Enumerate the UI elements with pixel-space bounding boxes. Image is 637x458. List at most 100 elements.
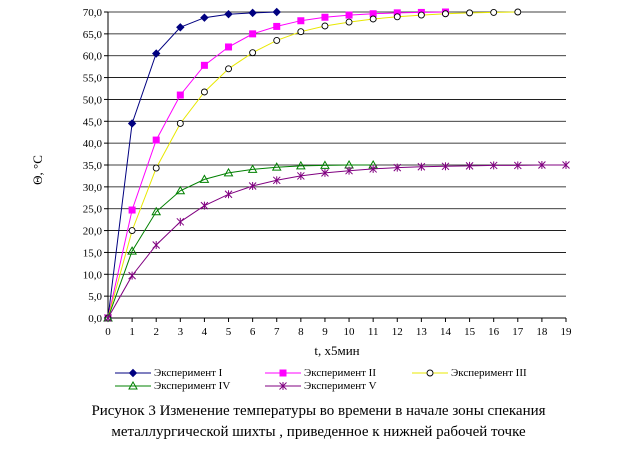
data-point bbox=[465, 161, 474, 170]
legend-marker bbox=[426, 369, 434, 376]
data-point bbox=[200, 13, 209, 22]
x-tick-label: 1 bbox=[129, 326, 135, 338]
x-tick-label: 10 bbox=[344, 326, 356, 338]
y-tick-label: 20,0 bbox=[83, 226, 103, 238]
data-point bbox=[417, 162, 426, 171]
legend-label: Эксперимент I bbox=[154, 366, 223, 379]
legend-item: Эксперимент III bbox=[412, 366, 527, 379]
x-tick-label: 0 bbox=[105, 326, 111, 338]
data-point bbox=[248, 8, 257, 18]
data-point bbox=[152, 164, 160, 172]
legend-marker bbox=[279, 381, 287, 390]
x-tick-label: 14 bbox=[440, 326, 452, 338]
x-tick-label: 16 bbox=[488, 326, 500, 338]
data-point bbox=[442, 10, 449, 18]
data-point bbox=[128, 206, 136, 214]
x-axis-label: t, x5мин bbox=[314, 343, 359, 358]
data-point bbox=[248, 181, 257, 190]
legend-item: Эксперимент V bbox=[265, 379, 377, 392]
x-tick-label: 19 bbox=[561, 326, 573, 338]
data-point bbox=[369, 164, 378, 173]
data-point bbox=[321, 13, 329, 21]
x-tick-label: 9 bbox=[322, 326, 328, 338]
y-tick-label: 45,0 bbox=[83, 116, 103, 128]
data-point bbox=[104, 314, 112, 322]
x-tick-label: 8 bbox=[298, 326, 304, 338]
y-tick-label: 50,0 bbox=[83, 94, 103, 106]
legend-label: Эксперимент IV bbox=[154, 379, 231, 392]
caption-line-1: Рисунок 3 Изменение температуры во време… bbox=[91, 403, 546, 419]
y-tick-label: 10,0 bbox=[83, 269, 103, 281]
y-tick-label: 55,0 bbox=[83, 73, 103, 85]
y-tick-label: 5,0 bbox=[88, 291, 102, 303]
x-tick-label: 6 bbox=[250, 326, 256, 338]
data-point bbox=[271, 162, 282, 171]
series-1 bbox=[103, 7, 281, 323]
legend-swatch bbox=[412, 369, 448, 376]
data-point bbox=[272, 176, 281, 185]
data-point bbox=[176, 120, 184, 127]
x-tick-label: 17 bbox=[512, 326, 524, 338]
data-point bbox=[223, 167, 234, 177]
data-point bbox=[345, 11, 353, 19]
legend-marker bbox=[128, 380, 138, 389]
legend-swatch bbox=[265, 369, 301, 376]
data-point bbox=[127, 246, 137, 255]
data-point bbox=[562, 161, 570, 169]
data-point bbox=[273, 36, 281, 44]
y-tick-label: 25,0 bbox=[83, 204, 103, 216]
data-point bbox=[247, 164, 258, 173]
caption-line-2: металлургической шихты , приведенное к н… bbox=[111, 424, 526, 440]
y-tick-label: 35,0 bbox=[83, 160, 103, 172]
temperature-chart: 0,05,010,015,020,025,030,035,040,045,050… bbox=[30, 7, 573, 358]
legend-swatch bbox=[115, 380, 151, 389]
legend-marker bbox=[279, 369, 287, 376]
data-point bbox=[441, 162, 450, 171]
data-point bbox=[417, 11, 425, 19]
data-point bbox=[152, 136, 160, 144]
x-tick-label: 7 bbox=[274, 326, 280, 338]
data-point bbox=[127, 119, 137, 128]
data-point bbox=[128, 227, 136, 235]
data-point bbox=[224, 9, 233, 19]
data-point bbox=[225, 65, 232, 73]
data-point bbox=[152, 240, 161, 249]
data-point bbox=[393, 13, 401, 21]
data-point bbox=[249, 30, 257, 38]
legend: Эксперимент I Эксперимент II Эксперимент I… bbox=[115, 366, 555, 394]
x-tick-label: 15 bbox=[464, 326, 476, 338]
data-point bbox=[345, 166, 353, 175]
data-point bbox=[224, 190, 233, 199]
data-point bbox=[490, 8, 498, 16]
x-tick-label: 2 bbox=[153, 326, 159, 338]
data-point bbox=[393, 163, 402, 172]
data-point bbox=[152, 49, 161, 58]
legend-label: Эксперимент III bbox=[451, 366, 527, 379]
series-line bbox=[107, 11, 277, 319]
x-tick-label: 5 bbox=[226, 326, 232, 338]
x-tick-label: 11 bbox=[368, 326, 379, 338]
data-point bbox=[320, 160, 330, 169]
data-point bbox=[249, 49, 257, 57]
legend-swatch bbox=[115, 368, 151, 377]
data-point bbox=[513, 161, 522, 170]
series-5 bbox=[104, 161, 570, 322]
data-point bbox=[272, 7, 281, 17]
data-point bbox=[369, 15, 377, 23]
data-point bbox=[345, 18, 353, 26]
legend-item: Эксперимент IV bbox=[115, 379, 230, 392]
data-point bbox=[321, 168, 329, 177]
x-tick-label: 18 bbox=[536, 326, 548, 338]
y-tick-labels: 0,0 5,0 10,0 15,0 20,0 25,0 30,0 35,0 40,0 45,0 50… bbox=[83, 7, 103, 325]
data-point bbox=[128, 271, 136, 280]
data-point bbox=[489, 161, 498, 170]
legend-swatch bbox=[265, 381, 301, 390]
data-point bbox=[175, 185, 186, 195]
legend-item: Эксперимент II bbox=[265, 366, 376, 379]
series-3 bbox=[104, 8, 522, 322]
y-tick-label: 60,0 bbox=[83, 51, 103, 63]
data-point bbox=[151, 206, 162, 216]
axes bbox=[104, 11, 567, 322]
x-tick-label: 3 bbox=[178, 326, 184, 338]
gridlines bbox=[108, 11, 566, 297]
